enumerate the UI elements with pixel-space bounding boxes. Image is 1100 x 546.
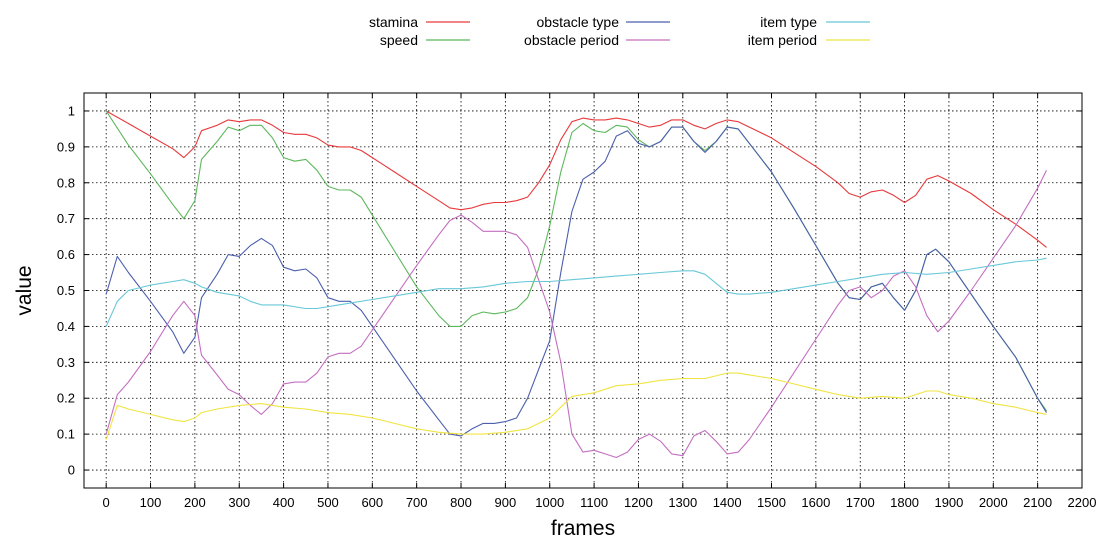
y-tick-label: 0.1 [57, 427, 75, 442]
legend-label-item-type: item type [760, 14, 817, 30]
x-tick-label: 2100 [1023, 495, 1052, 510]
x-tick-label: 500 [317, 495, 339, 510]
y-axis-title: value [13, 265, 36, 315]
x-tick-label: 1900 [934, 495, 963, 510]
y-tick-label: 0.6 [57, 247, 75, 262]
y-tick-label: 0 [68, 463, 75, 478]
x-tick-label: 1200 [624, 495, 653, 510]
x-tick-label: 1100 [580, 495, 608, 510]
y-tick-label: 1 [68, 103, 75, 118]
y-tick-label: 0.7 [57, 211, 75, 226]
x-tick-label: 100 [140, 495, 162, 510]
y-tick-label: 0.2 [57, 391, 75, 406]
x-tick-label: 1300 [668, 495, 697, 510]
series-line-obstacle-type [105, 126, 1047, 437]
legend-label-item-period: item period [748, 32, 817, 48]
legend-label-obstacle-period: obstacle period [524, 32, 619, 48]
x-tick-label: 1400 [713, 495, 742, 510]
series-line-stamina [105, 110, 1047, 248]
x-tick-label: 1700 [846, 495, 875, 510]
x-tick-label: 800 [450, 495, 472, 510]
x-tick-label: 1000 [535, 495, 564, 510]
x-tick-label: 2200 [1068, 495, 1097, 510]
y-tick-label: 0.5 [57, 283, 75, 298]
series-line-speed [105, 110, 1047, 412]
legend-label-speed: speed [380, 32, 418, 48]
x-tick-label: 2000 [979, 495, 1008, 510]
y-tick-label: 0.3 [57, 355, 75, 370]
x-tick-label: 0 [103, 495, 110, 510]
x-tick-label: 200 [184, 495, 206, 510]
x-tick-label: 700 [406, 495, 428, 510]
x-axis-title: frames [551, 517, 615, 540]
x-tick-label: 300 [228, 495, 250, 510]
x-tick-label: 1600 [801, 495, 830, 510]
grid-lines [84, 93, 1083, 488]
series-lines [105, 110, 1047, 459]
x-tick-label: 900 [495, 495, 517, 510]
y-tick-label: 0.4 [57, 319, 75, 334]
series-line-obstacle-period [105, 169, 1047, 459]
series-line-item-period [105, 372, 1047, 440]
x-tick-label: 1800 [890, 495, 919, 510]
x-tick-label: 600 [361, 495, 383, 510]
legend: stamina speed obstacle type obstacle period… [369, 14, 870, 48]
x-tick-label: 400 [273, 495, 295, 510]
y-tick-label: 0.9 [57, 139, 75, 154]
y-tick-label: 0.8 [57, 175, 75, 190]
series-line-item-type [105, 257, 1047, 327]
legend-label-obstacle-type: obstacle type [537, 14, 620, 30]
legend-label-stamina: stamina [369, 14, 418, 30]
x-tick-label: 1500 [757, 495, 786, 510]
axis-ticks: 0 100 200 300 400 500 600 700 800 900 1000 1100 1200… [57, 93, 1097, 510]
